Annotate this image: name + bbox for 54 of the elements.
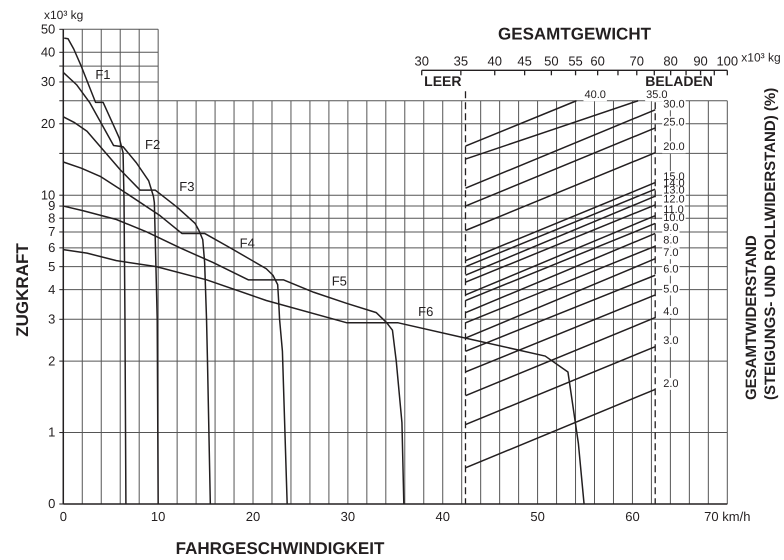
x-tick-label: 10: [150, 509, 166, 524]
series-label: 30.0: [663, 98, 685, 110]
y-tick-label: 4: [48, 282, 56, 297]
series-label: 5.0: [663, 283, 679, 296]
y-tick-label: 30: [40, 74, 56, 90]
y-tick-label: 1: [48, 424, 56, 440]
series-label: 8.0: [663, 234, 679, 247]
annotation: 30: [414, 53, 429, 68]
y-tick-label: 0: [48, 496, 56, 512]
annotation: 80: [663, 53, 678, 68]
x-tick-label: 50: [530, 509, 545, 524]
y-tick-label: 5: [48, 258, 56, 274]
annotation: 35: [454, 53, 468, 68]
text: x10³ kg: [44, 8, 84, 22]
series-label: 12.0: [663, 193, 685, 206]
ref-line-label: LEER: [424, 72, 462, 89]
series-label: F3: [179, 179, 194, 194]
annotation: 40: [488, 53, 502, 68]
annotation: 45: [517, 53, 532, 68]
series-label: 40.0: [584, 89, 606, 102]
annotation: 100: [716, 53, 738, 68]
x-tick-label: 70 km/h: [704, 509, 750, 524]
ref-line-label: BELADEN: [645, 72, 713, 89]
y-tick-label: 20: [40, 116, 56, 131]
x2-axis-title: GESAMTGEWICHT: [498, 24, 652, 44]
x-tick-label: 0: [60, 509, 67, 524]
annotation: 55: [568, 53, 583, 68]
y-tick-label: 6: [48, 240, 56, 256]
series-label: 3.0: [663, 335, 679, 348]
annotation: 70: [630, 53, 644, 68]
y-tick-label: 3: [48, 311, 56, 326]
y-tick-label: 2: [48, 353, 56, 368]
series-label: 25.0: [663, 116, 685, 128]
series-label: F5: [332, 274, 347, 289]
series-label: 7.0: [663, 247, 679, 260]
y-tick-label: 7: [48, 224, 56, 240]
text: x10³ kg: [741, 50, 781, 64]
x-axis-title: FAHRGESCHWINDIGKEIT: [176, 539, 385, 558]
y-tick-label: 40: [40, 44, 56, 60]
x-tick-label: 20: [246, 509, 260, 524]
annotation: 60: [590, 53, 605, 68]
series-label: 9.0: [663, 222, 679, 234]
y-tick-label: 50: [40, 21, 56, 36]
y-axis-title: ZUGKRAFT: [13, 242, 32, 337]
series-label: 2.0: [663, 378, 679, 390]
x-tick-label: 40: [435, 509, 450, 524]
x-tick-label: 30: [340, 509, 356, 524]
annotation: 50: [544, 53, 559, 68]
series-label: 20.0: [663, 141, 685, 154]
annotation: 90: [693, 53, 708, 68]
y2-axis-title: GESAMTWIDERSTAND (STEIGUNGS- UND ROLLWIDERSTAND) (%): [743, 88, 779, 400]
series-label: 6.0: [663, 264, 679, 276]
series-label: 4.0: [663, 306, 679, 318]
x-tick-label: 60: [625, 509, 640, 524]
